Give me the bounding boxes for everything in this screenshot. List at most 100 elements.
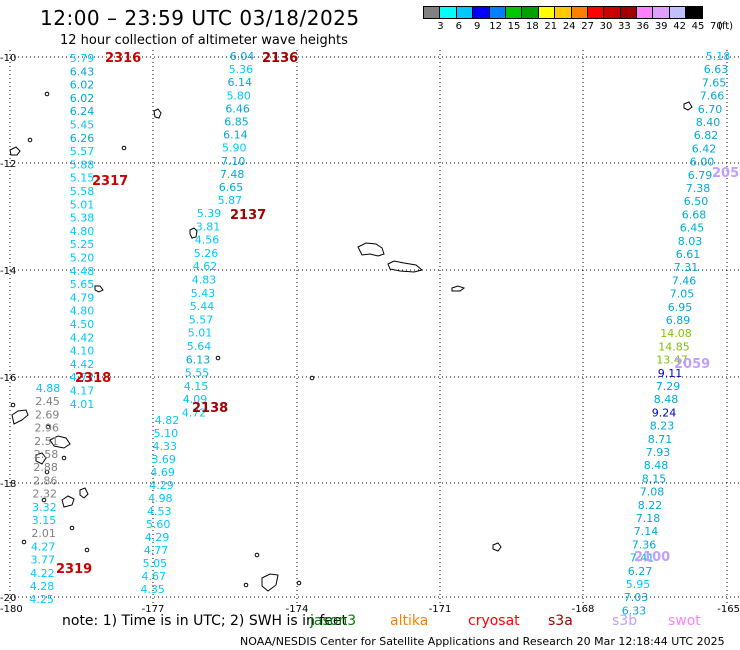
x-tick-label: -180 (0, 604, 23, 615)
wave-height-value: 8.03 (678, 235, 703, 248)
islet (61, 455, 67, 461)
color-swatch (685, 6, 703, 19)
wave-height-value: 6.65 (219, 181, 244, 194)
wave-height-value: 2.51 (34, 435, 59, 448)
wave-height-value: 4.17 (70, 385, 95, 398)
wave-height-value: 8.48 (644, 459, 669, 472)
island-outline (451, 285, 466, 292)
color-scale-label: 12 (489, 21, 502, 32)
wave-height-value: 6.63 (704, 63, 729, 76)
wave-height-value: 5.15 (70, 172, 95, 185)
y-tick-label: -16 (0, 373, 16, 384)
pass-number-label: 2138 (192, 401, 228, 416)
mission-jason3: jason3 (310, 613, 357, 629)
wave-height-value: 4.53 (147, 505, 172, 518)
wave-height-value: 5.25 (70, 238, 95, 251)
wave-height-value: 7.93 (646, 446, 671, 459)
wave-height-value: 5.79 (70, 52, 95, 65)
y-tick-label: -12 (0, 159, 16, 170)
color-scale-labels: 3 6 9 12 15 18 21 24 27 30 33 36 39 42 45 70 (423, 21, 733, 35)
wave-height-value: 4.10 (70, 345, 95, 358)
wave-height-value: 7.08 (640, 486, 665, 499)
wave-height-value: 5.38 (70, 212, 95, 225)
color-swatch (586, 6, 605, 19)
wave-height-value: 14.85 (658, 340, 690, 353)
x-tick-label: -174 (286, 604, 309, 615)
color-scale-label: 45 (691, 21, 705, 32)
wave-height-value: 7.38 (686, 182, 711, 195)
islet (243, 582, 249, 588)
wave-height-value: 6.04 (230, 50, 255, 63)
pass-number-label: 2136 (262, 51, 298, 66)
wave-height-value: 6.13 (186, 353, 211, 366)
wave-height-value: 5.39 (197, 207, 222, 220)
mission-swot: swot (668, 613, 701, 629)
wave-height-value: 6.82 (694, 129, 719, 142)
color-swatch (636, 6, 654, 19)
islet (45, 424, 51, 430)
wave-height-value: 6.27 (628, 565, 653, 578)
map-grid (9, 50, 740, 603)
wave-height-value: 7.14 (634, 525, 659, 538)
wave-height-value: 3.15 (32, 514, 57, 527)
wave-height-value: 4.88 (36, 382, 61, 395)
wave-height-value: 4.15 (184, 380, 209, 393)
wave-height-value: 6.61 (676, 248, 701, 261)
wave-height-value: 5.80 (226, 89, 251, 102)
wave-height-value: 6.26 (70, 132, 95, 145)
wave-height-value: 6.46 (225, 102, 250, 115)
pass-number-label: 2319 (56, 562, 92, 577)
wave-height-value: 7.03 (624, 591, 649, 604)
wave-height-value: 6.42 (692, 142, 717, 155)
islet (21, 539, 27, 545)
island-outline (357, 242, 385, 257)
wave-height-value: 4.29 (149, 479, 174, 492)
wave-height-value: 5.57 (70, 145, 95, 158)
wave-height-value: 9.24 (652, 406, 677, 419)
wave-height-value: 6.33 (622, 604, 647, 617)
islet (27, 137, 33, 143)
wave-height-value: 9.11 (658, 367, 683, 380)
color-scale-label: 9 (474, 21, 481, 32)
color-swatch (603, 6, 621, 19)
wave-height-value: 8.22 (638, 499, 663, 512)
color-scale-label: 6 (455, 21, 462, 32)
mission-s3b: s3b (612, 613, 638, 629)
color-swatch (455, 6, 474, 19)
wave-height-value: 2.88 (33, 461, 58, 474)
wave-height-value: 4.82 (155, 414, 180, 427)
wave-height-value: 7.29 (656, 380, 681, 393)
x-tick-label: -171 (429, 604, 452, 615)
color-swatch (570, 6, 588, 19)
color-scale-unit: (ft) (718, 21, 734, 32)
wave-height-value: 8.23 (650, 420, 675, 433)
wave-height-value: 4.22 (30, 567, 55, 580)
color-swatch (439, 6, 457, 19)
wave-height-value: 2.32 (33, 488, 58, 501)
wave-height-value: 6.02 (70, 79, 95, 92)
wave-height-value: 7.65 (702, 76, 727, 89)
wave-height-value: 6.85 (224, 116, 249, 129)
wave-height-value: 4.56 (195, 234, 220, 247)
wave-height-value: 5.26 (194, 247, 219, 260)
island-outline (94, 285, 104, 293)
islet (309, 375, 315, 381)
color-swatch (537, 6, 556, 19)
page-subtitle: 12 hour collection of altimeter wave hei… (60, 33, 348, 48)
wave-height-value: 7.66 (700, 90, 725, 103)
wave-height-value: 7.48 (220, 168, 245, 181)
wave-height-value: 4.25 (29, 593, 54, 606)
wave-height-value: 2.69 (35, 408, 60, 421)
wave-height-value: 6.14 (223, 129, 248, 142)
wave-height-value: 4.72 (70, 371, 95, 384)
wave-height-value: 5.64 (187, 340, 212, 353)
wave-height-value: 8.40 (696, 116, 721, 129)
pass-number-label: 2137 (230, 208, 266, 223)
wave-height-value: 7.05 (670, 288, 695, 301)
color-swatch (488, 6, 506, 19)
color-scale-label: 18 (526, 21, 539, 32)
wave-height-value: 4.35 (140, 583, 165, 596)
color-swatch (554, 6, 572, 19)
x-tick-label: -168 (572, 604, 595, 615)
wave-height-value: 6.45 (680, 222, 705, 235)
